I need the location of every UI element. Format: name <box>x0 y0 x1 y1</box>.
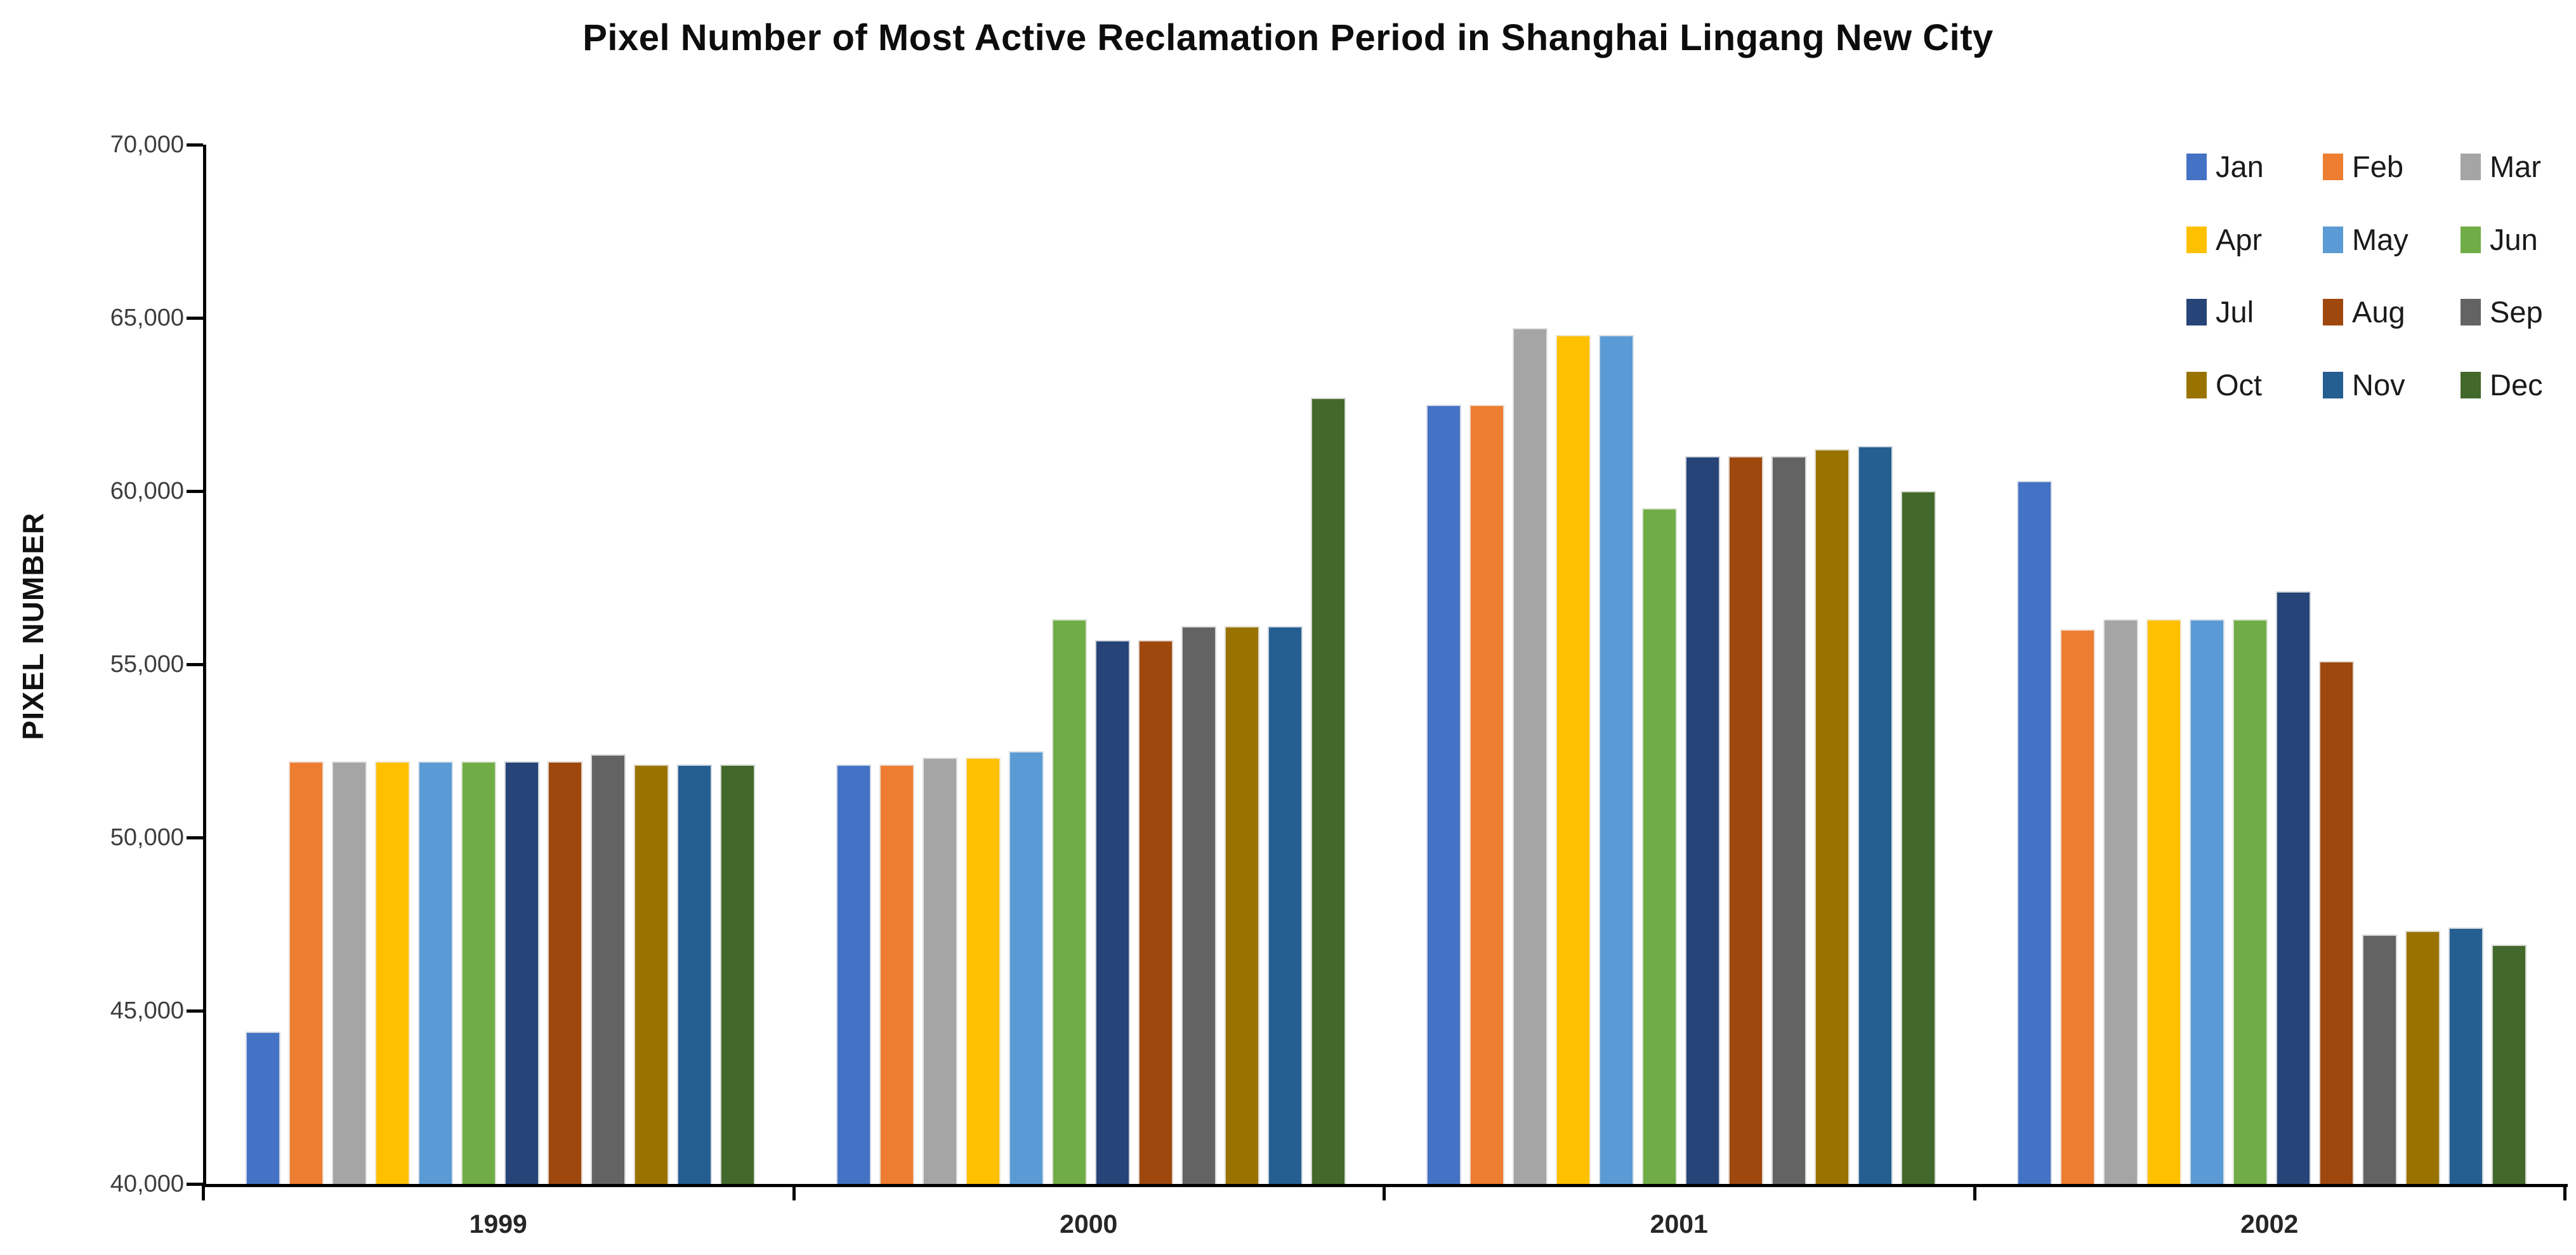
bar-oct-2001 <box>1815 449 1850 1184</box>
x-tick-mark <box>1383 1184 1386 1200</box>
legend-label: Jan <box>2216 150 2264 183</box>
bar-sep-1999 <box>591 754 626 1184</box>
bar-may-2000 <box>1008 751 1044 1184</box>
bar-nov-2001 <box>1858 446 1893 1184</box>
bar-dec-2000 <box>1310 397 1346 1184</box>
x-tick-mark <box>2563 1184 2566 1200</box>
x-category-label-2000: 2000 <box>1060 1209 1118 1239</box>
bar-oct-2000 <box>1224 626 1259 1184</box>
legend-label: Sep <box>2490 295 2543 329</box>
legend-label: Dec <box>2490 367 2543 402</box>
bar-feb-2001 <box>1469 404 1504 1184</box>
bar-aug-1999 <box>548 761 582 1184</box>
y-tick-mark <box>187 1009 203 1013</box>
bar-sep-2002 <box>2362 934 2397 1184</box>
bar-jan-2002 <box>2016 480 2052 1184</box>
y-tick-mark <box>187 1183 203 1186</box>
legend-label: Apr <box>2216 222 2263 256</box>
bar-jan-2000 <box>836 765 871 1184</box>
bar-nov-2000 <box>1267 626 1303 1184</box>
bar-jun-2000 <box>1051 619 1087 1184</box>
bar-jun-1999 <box>461 761 496 1184</box>
bar-nov-1999 <box>677 765 712 1184</box>
y-tick-label: 60,000 <box>110 478 184 504</box>
legend-swatch-mar <box>2461 154 2481 180</box>
bar-feb-2000 <box>879 765 914 1184</box>
bar-apr-2002 <box>2146 619 2181 1184</box>
bar-aug-2001 <box>1728 456 1763 1184</box>
x-tick-mark <box>202 1184 205 1200</box>
legend-label: Jul <box>2216 295 2254 329</box>
legend-swatch-may <box>2323 226 2343 253</box>
bar-nov-2002 <box>2448 927 2483 1184</box>
bar-jul-2001 <box>1685 456 1720 1184</box>
bar-mar-2002 <box>2103 619 2138 1184</box>
legend-label: Jun <box>2490 222 2538 256</box>
y-tick-mark <box>187 836 203 839</box>
x-category-label-2001: 2001 <box>1650 1209 1708 1239</box>
legend-swatch-jan <box>2186 154 2207 180</box>
y-tick-label: 50,000 <box>110 824 184 851</box>
legend-label: Mar <box>2490 150 2541 183</box>
y-tick-label: 45,000 <box>110 997 184 1024</box>
legend-label: Aug <box>2352 295 2405 329</box>
x-category-label-2002: 2002 <box>2240 1209 2299 1239</box>
y-tick-mark <box>187 490 203 493</box>
x-tick-mark <box>792 1184 796 1200</box>
bar-jan-2001 <box>1426 404 1461 1184</box>
bar-mar-1999 <box>332 761 367 1184</box>
y-tick-mark <box>187 663 203 666</box>
bar-aug-2000 <box>1138 640 1173 1184</box>
legend-swatch-dec <box>2461 371 2481 398</box>
bar-sep-2000 <box>1181 626 1216 1184</box>
bar-mar-2001 <box>1513 328 1548 1184</box>
legend-label: Feb <box>2352 150 2403 183</box>
chart-title: Pixel Number of Most Active Reclamation … <box>582 17 1994 58</box>
bar-feb-2002 <box>2060 629 2095 1184</box>
bar-apr-1999 <box>375 761 410 1184</box>
bar-aug-2002 <box>2318 660 2354 1184</box>
legend-swatch-jun <box>2461 226 2481 253</box>
bar-apr-2001 <box>1556 335 1591 1184</box>
y-tick-label: 40,000 <box>110 1171 184 1197</box>
y-tick-mark <box>187 143 203 147</box>
bar-mar-2000 <box>922 758 957 1184</box>
bar-may-1999 <box>418 761 453 1184</box>
bar-dec-2001 <box>1901 491 1936 1184</box>
legend-swatch-nov <box>2323 371 2343 398</box>
bar-jun-2002 <box>2232 619 2268 1184</box>
bar-jul-2000 <box>1094 640 1130 1184</box>
bar-may-2001 <box>1599 335 1634 1184</box>
legend-swatch-aug <box>2323 299 2343 325</box>
bar-jul-1999 <box>504 761 539 1184</box>
legend-swatch-oct <box>2186 371 2207 398</box>
x-tick-mark <box>1973 1184 1976 1200</box>
legend-label: May <box>2352 222 2408 256</box>
y-tick-mark <box>187 317 203 320</box>
bar-oct-2002 <box>2405 931 2440 1184</box>
bar-jul-2002 <box>2275 591 2311 1184</box>
bar-may-2002 <box>2189 619 2224 1184</box>
legend-label: Nov <box>2352 367 2405 402</box>
legend-swatch-jul <box>2186 299 2207 325</box>
legend-swatch-sep <box>2461 299 2481 325</box>
legend-swatch-apr <box>2186 226 2207 253</box>
bar-dec-1999 <box>720 765 755 1184</box>
bar-oct-1999 <box>634 765 669 1184</box>
bar-sep-2001 <box>1771 456 1806 1184</box>
y-tick-label: 65,000 <box>110 305 184 331</box>
y-tick-label: 55,000 <box>110 651 184 678</box>
bar-jan-1999 <box>246 1031 280 1184</box>
x-category-label-1999: 1999 <box>469 1209 527 1239</box>
legend-label: Oct <box>2216 367 2263 402</box>
y-tick-label: 70,000 <box>110 131 184 158</box>
legend-swatch-feb <box>2323 154 2343 180</box>
bar-jun-2001 <box>1642 508 1677 1184</box>
bar-apr-2000 <box>965 758 1001 1184</box>
bar-dec-2002 <box>2491 945 2527 1184</box>
bar-feb-1999 <box>289 761 324 1184</box>
plot-area <box>203 145 2568 1187</box>
